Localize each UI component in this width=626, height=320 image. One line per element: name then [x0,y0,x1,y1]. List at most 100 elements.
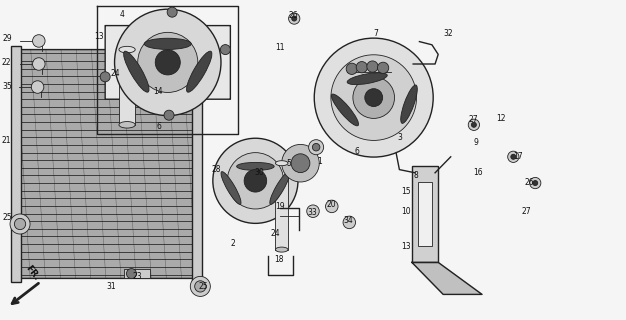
Text: 34: 34 [343,216,353,225]
Ellipse shape [119,46,135,53]
Circle shape [220,44,230,55]
Bar [418,182,432,246]
Text: 25: 25 [3,213,13,222]
Bar [275,163,288,250]
Ellipse shape [270,172,290,204]
Circle shape [190,276,210,296]
Ellipse shape [123,51,149,92]
Bar [192,46,202,282]
Text: 26: 26 [288,12,298,20]
Circle shape [31,81,44,93]
Text: 8: 8 [414,172,419,180]
Circle shape [343,216,356,229]
Text: 19: 19 [275,202,285,211]
Circle shape [511,154,516,159]
Ellipse shape [187,51,212,92]
Text: 13: 13 [401,242,411,251]
Text: 1: 1 [317,157,322,166]
Circle shape [307,205,319,218]
Text: 6: 6 [354,148,359,156]
Bar [124,269,150,278]
Text: 13: 13 [94,32,104,41]
Circle shape [533,180,538,186]
Circle shape [100,72,110,82]
Ellipse shape [221,172,241,204]
Text: 9: 9 [473,138,478,147]
Ellipse shape [347,73,387,84]
Text: 24: 24 [270,229,280,238]
Circle shape [126,268,136,279]
Text: 26: 26 [524,178,534,187]
Ellipse shape [275,161,288,166]
Circle shape [10,214,30,234]
Circle shape [326,200,338,213]
Circle shape [289,13,300,24]
Text: 16: 16 [473,168,483,177]
Text: 27: 27 [521,207,531,216]
Circle shape [33,58,45,70]
Text: 23: 23 [133,272,143,281]
Text: 33: 33 [307,208,317,217]
Circle shape [367,61,378,72]
Circle shape [291,154,310,172]
Circle shape [356,61,367,73]
Text: FR.: FR. [24,264,41,282]
Polygon shape [412,262,482,294]
Text: 30: 30 [254,168,264,177]
Bar [412,166,438,262]
Ellipse shape [275,247,288,252]
Bar [119,50,135,125]
Circle shape [530,177,541,189]
Circle shape [508,151,519,163]
Circle shape [312,143,320,151]
Circle shape [33,35,45,47]
Circle shape [309,140,324,155]
Circle shape [155,50,180,75]
Text: 5: 5 [287,159,292,168]
Text: 14: 14 [153,87,163,96]
Ellipse shape [331,94,359,126]
Circle shape [244,170,267,192]
Circle shape [164,110,174,120]
Text: 7: 7 [373,29,378,38]
Text: 28: 28 [212,165,222,174]
Text: 22: 22 [1,58,11,67]
FancyBboxPatch shape [105,26,230,99]
Ellipse shape [119,122,135,128]
Circle shape [14,218,26,230]
Circle shape [346,63,357,75]
Text: 31: 31 [106,282,116,291]
Text: 2: 2 [230,239,235,248]
Text: 6: 6 [156,122,162,131]
Text: 18: 18 [274,255,284,264]
Ellipse shape [144,38,192,50]
Circle shape [213,138,298,223]
Circle shape [331,55,416,140]
Text: 21: 21 [1,136,11,145]
Text: 3: 3 [397,133,402,142]
Text: 29: 29 [3,34,13,43]
Circle shape [314,38,433,157]
Circle shape [377,62,389,74]
Circle shape [365,89,382,107]
Circle shape [115,9,221,116]
Circle shape [167,7,177,17]
Circle shape [138,32,198,92]
Text: 25: 25 [198,282,208,291]
Circle shape [227,153,284,209]
Text: 11: 11 [275,44,285,52]
Text: 35: 35 [3,82,13,91]
Ellipse shape [237,162,274,170]
Text: 24: 24 [111,69,121,78]
Text: 4: 4 [120,10,125,19]
Ellipse shape [401,85,418,123]
Text: 32: 32 [443,29,453,38]
Text: 10: 10 [401,207,411,216]
Circle shape [471,122,476,127]
Text: 17: 17 [513,152,523,161]
Text: 20: 20 [327,200,337,209]
Polygon shape [13,50,200,278]
Bar [11,46,21,282]
Text: 15: 15 [401,188,411,196]
Circle shape [468,119,480,131]
